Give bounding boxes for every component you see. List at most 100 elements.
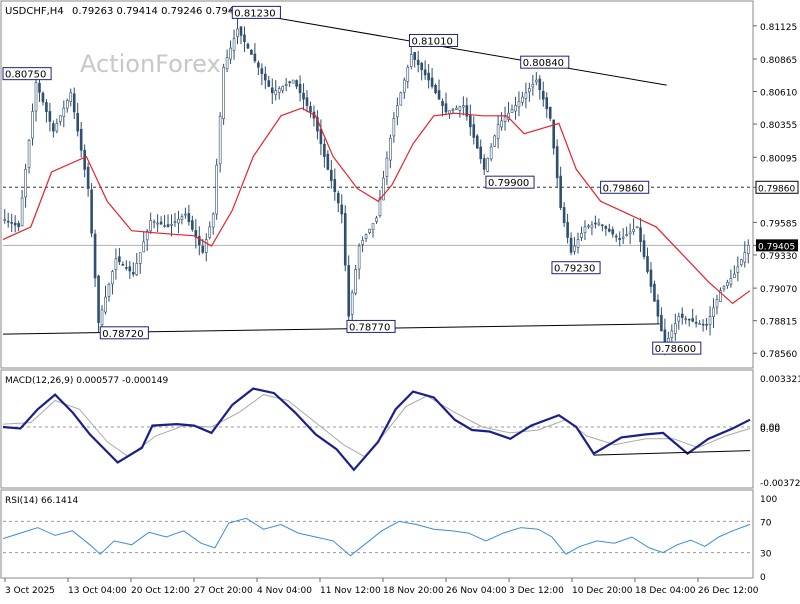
price-axis-tick-label: 0.81125: [760, 23, 797, 33]
candle-body: [660, 314, 663, 332]
candle-body: [239, 26, 243, 36]
candle-body: [475, 135, 479, 149]
candle-body: [357, 245, 361, 270]
rsi-axis-tick-label: 100: [760, 495, 777, 505]
candle-body: [201, 245, 205, 253]
candle-body: [180, 216, 184, 221]
candle-body: [653, 283, 656, 302]
candle-body: [336, 192, 340, 204]
price-annotation-box: [99, 326, 149, 340]
candle-body: [552, 119, 555, 149]
candle-body: [705, 323, 708, 326]
candle-body: [149, 220, 152, 232]
candle-body: [486, 157, 489, 172]
moving-average-line: [2, 107, 751, 305]
candle-body: [642, 240, 646, 257]
candle-body: [458, 106, 462, 111]
candle-body: [680, 313, 684, 318]
rsi-axis-tick-label: 0: [760, 573, 766, 583]
macd-axis-tick-label: 0.003321: [760, 375, 800, 385]
candle-body: [715, 298, 719, 308]
candle-body: [535, 79, 538, 83]
candle-body: [295, 80, 298, 87]
candle-body: [152, 221, 156, 224]
candle-body: [211, 213, 215, 228]
candle-body: [389, 137, 392, 161]
candle-body: [76, 113, 79, 132]
candle-body: [746, 245, 750, 254]
candle-body: [277, 88, 281, 93]
candle-body: [646, 256, 649, 272]
price-annotation-0: 0.80750: [5, 70, 46, 81]
candle-body: [625, 234, 628, 236]
macd-main-line: [2, 387, 751, 472]
candle-body: [343, 213, 347, 266]
candle-body: [191, 220, 194, 230]
x-axis-tick-label: 26 Dec 12:00: [698, 586, 759, 596]
candle-body: [215, 164, 218, 215]
candle-body: [632, 229, 635, 232]
candle-body: [684, 318, 688, 321]
candle-body: [604, 226, 608, 229]
candle-body: [503, 116, 507, 122]
candle-body: [559, 175, 562, 209]
candle-body: [698, 323, 701, 325]
candle-body: [93, 233, 97, 279]
candle-body: [59, 115, 62, 122]
candle-body: [121, 264, 125, 266]
candle-body: [260, 68, 264, 74]
candle-body: [462, 105, 465, 108]
candle-body: [253, 53, 257, 62]
macd-panel-frame: [0, 369, 754, 489]
candle-body: [729, 277, 733, 285]
candle-body: [27, 139, 31, 168]
candle-body: [166, 224, 170, 228]
candle-body: [3, 219, 7, 222]
candle-body: [45, 102, 48, 113]
candle-body: [274, 90, 278, 95]
candle-body: [517, 101, 521, 108]
price-annotation-7: 0.79860: [603, 183, 644, 194]
candle-body: [131, 272, 135, 275]
candle-body: [541, 91, 545, 100]
candle-body: [330, 169, 333, 181]
candle-body: [396, 105, 399, 118]
candle-body: [590, 224, 594, 229]
candle-body: [566, 222, 569, 238]
price-axis-tick-label: 0.79070: [760, 285, 797, 295]
candle-body: [17, 223, 20, 228]
price-annotation-box: [409, 33, 459, 47]
price-annotation-6: 0.80840: [523, 58, 564, 69]
x-axis-tick-label: 10 Dec 20:00: [572, 586, 633, 596]
candle-body: [264, 73, 267, 81]
candle-body: [736, 266, 740, 273]
candle-body: [740, 259, 743, 265]
x-axis-tick-label: 3 Oct 2025: [5, 586, 55, 596]
candle-body: [225, 57, 229, 70]
candle-body: [246, 43, 250, 49]
trendline-0: [228, 9, 667, 86]
candle-body: [170, 223, 173, 226]
candle-body: [41, 92, 45, 103]
price-annotation-9: 0.78600: [655, 344, 696, 355]
candle-body: [451, 109, 455, 111]
candle-body: [583, 226, 587, 234]
candle-body: [79, 128, 83, 151]
candle-body: [635, 226, 639, 229]
candle-body: [406, 66, 410, 82]
candle-body: [38, 82, 41, 93]
candle-body: [708, 316, 712, 325]
candle-body: [691, 318, 694, 322]
candle-body: [24, 168, 27, 198]
candle-body: [31, 111, 34, 139]
price-axis-tick-label: 0.78815: [760, 318, 797, 328]
rsi-axis-tick-label: 70: [760, 518, 772, 528]
candle-body: [392, 118, 396, 137]
price-axis-tick-label: 0.80095: [760, 154, 797, 164]
candle-body: [257, 62, 260, 68]
candle-body: [465, 105, 469, 117]
candle-body: [184, 213, 187, 216]
candle-body: [270, 87, 274, 94]
candle-body: [496, 124, 500, 139]
